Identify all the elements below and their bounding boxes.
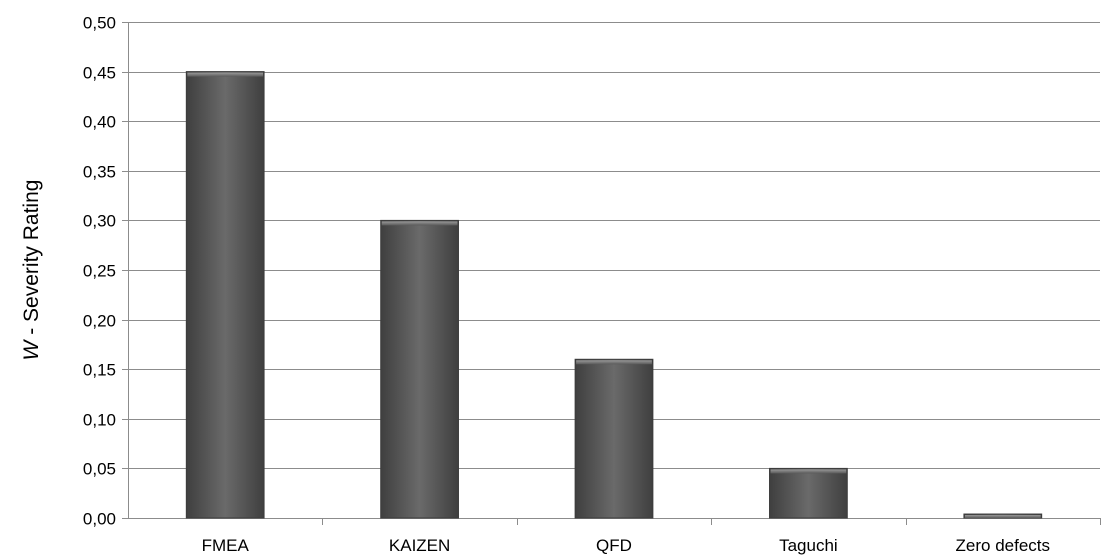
- bar-taguchi: [769, 467, 848, 519]
- y-tick-label: 0,30: [83, 212, 116, 231]
- bar-qfd: [574, 358, 654, 519]
- bars: [185, 71, 1043, 519]
- y-tick-label: 0,50: [83, 14, 116, 33]
- bar: [574, 358, 654, 519]
- y-tick-label: 0,35: [83, 163, 116, 182]
- bar: [380, 219, 459, 519]
- bar-cap: [381, 221, 458, 226]
- y-tick-label: 0,10: [83, 411, 116, 430]
- x-tick-label: FMEA: [202, 536, 250, 555]
- bar-zero-defects: [963, 513, 1043, 519]
- bar-cap: [770, 469, 847, 474]
- bar-fmea: [185, 71, 265, 519]
- y-tick-label: 0,00: [83, 510, 116, 529]
- y-tick-label: 0,40: [83, 113, 116, 132]
- y-axis-title-rest: - Severity Rating: [20, 180, 43, 341]
- y-tick-label: 0,25: [83, 262, 116, 281]
- y-tick-label: 0,15: [83, 361, 116, 380]
- bar: [769, 467, 848, 519]
- y-tick-label: 0,45: [83, 64, 116, 83]
- x-tick-labels: FMEA KAIZEN QFD Taguchi Zero defects: [202, 536, 1050, 555]
- y-axis-title-italic: W: [20, 338, 43, 360]
- bar-cap: [187, 72, 264, 77]
- x-tick-label: QFD: [596, 536, 632, 555]
- y-tick-label: 0,20: [83, 312, 116, 331]
- x-tick-label: KAIZEN: [389, 536, 450, 555]
- bar-kaizen: [380, 219, 459, 519]
- y-tick-labels: 0,00 0,05 0,10 0,15 0,20 0,25 0,30 0,35 0,40 0,45…: [83, 14, 116, 529]
- y-tick-label: 0,05: [83, 460, 116, 479]
- gridlines: [128, 22, 1100, 469]
- bar-cap: [576, 360, 652, 365]
- y-axis-title: W - Severity Rating: [20, 180, 43, 361]
- bar-cap: [964, 515, 1041, 518]
- x-tick-label: Zero defects: [956, 536, 1051, 555]
- bar: [185, 71, 265, 519]
- x-tick-label: Taguchi: [779, 536, 838, 555]
